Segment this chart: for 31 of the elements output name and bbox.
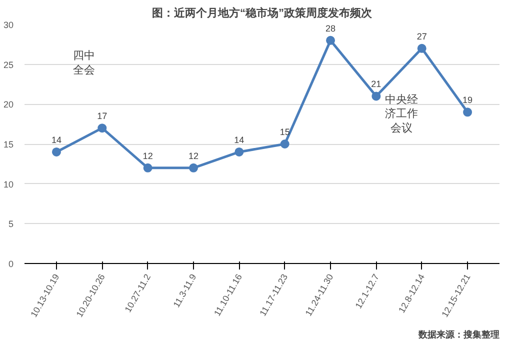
point xyxy=(52,147,61,156)
y-tick-label: 5 xyxy=(8,219,14,230)
point xyxy=(372,92,381,101)
data-label: 14 xyxy=(234,134,244,145)
data-label: 19 xyxy=(462,95,473,106)
data-label: 12 xyxy=(142,150,153,161)
data-label: 28 xyxy=(326,23,336,34)
y-tick-label: 30 xyxy=(3,20,14,30)
y-tick-label: 10 xyxy=(3,179,14,190)
annotation: 中央经济工作会议 xyxy=(384,92,418,135)
point xyxy=(326,36,336,45)
chart-title: 图：近两个月地方“稳市场”政策周度发布频次 xyxy=(152,6,373,20)
data-label: 12 xyxy=(188,150,198,161)
data-label: 15 xyxy=(280,127,290,137)
point xyxy=(280,140,290,148)
point xyxy=(98,124,107,133)
y-tick-label: 20 xyxy=(3,100,14,110)
y-tick-label: 25 xyxy=(3,60,14,70)
data-label: 17 xyxy=(97,111,108,122)
point xyxy=(143,163,152,172)
y-tick-label: 0 xyxy=(8,259,14,269)
point xyxy=(463,108,472,117)
data-label: 14 xyxy=(51,134,62,145)
point xyxy=(188,163,198,172)
point xyxy=(234,147,244,156)
annotation: 四中全会 xyxy=(72,48,95,76)
data-label: 27 xyxy=(416,31,427,42)
data-label: 21 xyxy=(371,79,382,90)
source-note: 数据来源：搜集整理 xyxy=(418,330,500,340)
y-tick-label: 15 xyxy=(3,140,14,150)
point xyxy=(417,44,426,53)
